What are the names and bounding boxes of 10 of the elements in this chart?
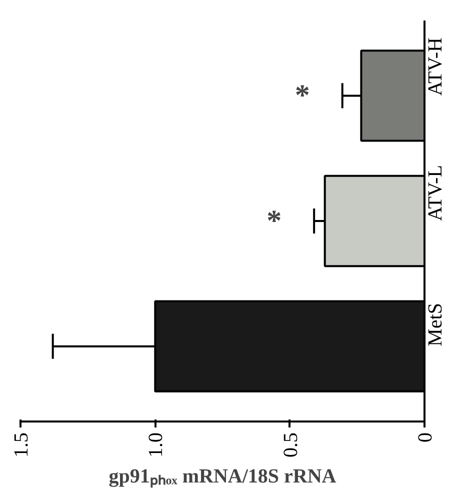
x-tick-label: 1.0 <box>145 432 168 458</box>
x-tick-label: 1.5 <box>10 432 32 458</box>
annotation: * <box>294 79 310 112</box>
y-tick-label: MetS <box>424 302 446 346</box>
x-tick-label: 0 <box>414 432 436 442</box>
annotation: * <box>266 204 282 238</box>
x-axis-title: gp91ₚₕₒₓ mRNA/18S rRNA <box>108 466 337 488</box>
x-tick-label: 0.5 <box>280 432 302 458</box>
y-tick-label: ATV-L <box>424 165 446 221</box>
y-tick-label: ATV-H <box>424 38 446 96</box>
